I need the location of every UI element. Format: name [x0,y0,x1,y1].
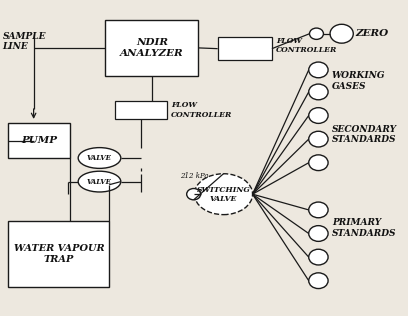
Text: SWITCHING
VALVE: SWITCHING VALVE [197,185,251,203]
Circle shape [310,28,324,40]
FancyBboxPatch shape [218,37,272,60]
Circle shape [330,24,353,43]
Text: SECONDARY
STANDARDS: SECONDARY STANDARDS [332,125,397,144]
Text: 212 kPa: 212 kPa [180,172,208,180]
Circle shape [309,62,328,78]
FancyBboxPatch shape [9,221,109,287]
Text: SAMPLE
LINE: SAMPLE LINE [2,32,46,51]
Text: WORKING
GASES: WORKING GASES [332,71,386,91]
Text: WATER VAPOUR
TRAP: WATER VAPOUR TRAP [13,244,104,264]
Text: VALVE: VALVE [87,178,112,185]
Circle shape [187,189,201,200]
Circle shape [309,131,328,147]
Circle shape [309,249,328,265]
Circle shape [309,273,328,289]
FancyBboxPatch shape [105,20,198,76]
Text: PRIMARY
STANDARDS: PRIMARY STANDARDS [332,218,397,238]
Text: PUMP: PUMP [22,136,58,145]
Text: FLOW
CONTROLLER: FLOW CONTROLLER [171,101,233,118]
Circle shape [309,84,328,100]
Circle shape [309,226,328,241]
FancyBboxPatch shape [115,101,167,119]
Circle shape [309,202,328,218]
Circle shape [309,155,328,171]
Circle shape [309,108,328,123]
Ellipse shape [78,148,121,168]
Text: VALVE: VALVE [87,154,112,162]
Text: NDIR
ANALYZER: NDIR ANALYZER [120,38,184,58]
Ellipse shape [78,171,121,192]
Ellipse shape [195,174,253,215]
Text: ZERO: ZERO [355,29,388,38]
Text: FLOW
CONTROLLER: FLOW CONTROLLER [276,37,337,54]
FancyBboxPatch shape [9,123,71,158]
